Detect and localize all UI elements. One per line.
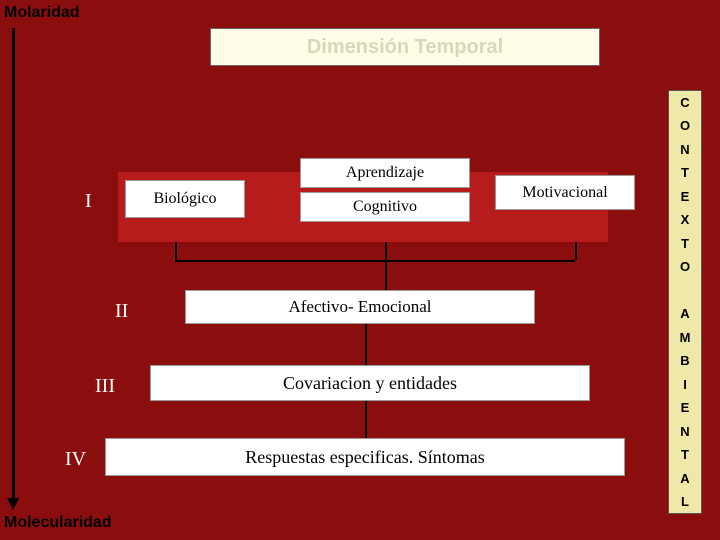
side-letter: T — [681, 165, 689, 180]
side-letter: O — [680, 259, 690, 274]
molaridad-label: Molaridad — [4, 4, 80, 22]
side-letter: B — [680, 353, 689, 368]
side-letter: O — [680, 118, 690, 133]
afectivo-box: Afectivo- Emocional — [185, 290, 535, 324]
conn-l1-to-l2 — [385, 260, 387, 290]
molecularidad-label: Molecularidad — [4, 514, 112, 532]
side-letter: N — [680, 424, 689, 439]
side-letter: T — [681, 447, 689, 462]
covariacion-label: Covariacion y entidades — [283, 373, 457, 394]
contexto-ambiental-column: CONTEXTO AMBIENTAL — [668, 90, 702, 514]
conn-l1-horiz — [175, 260, 575, 262]
afectivo-label: Afectivo- Emocional — [288, 297, 431, 317]
aprendizaje-box: Aprendizaje — [300, 158, 470, 188]
dimension-temporal-label: Dimensión Temporal — [307, 36, 503, 59]
motivacional-box: Motivacional — [495, 175, 635, 210]
conn-l2-l3 — [365, 324, 367, 365]
covariacion-box: Covariacion y entidades — [150, 365, 590, 401]
molaridad-arrow-head — [7, 498, 19, 510]
side-letter: N — [680, 142, 689, 157]
side-letter: X — [681, 212, 690, 227]
side-letter: C — [680, 95, 689, 110]
cognitivo-label: Cognitivo — [353, 198, 417, 216]
respuestas-label: Respuestas especificas. Síntomas — [245, 447, 484, 468]
conn-l3-l4 — [365, 401, 367, 438]
roman-3: III — [95, 375, 115, 398]
side-letter: T — [681, 236, 689, 251]
conn-l1-drop-b — [385, 242, 387, 260]
cognitivo-box: Cognitivo — [300, 192, 470, 222]
molaridad-arrow-shaft — [12, 28, 15, 500]
dimension-temporal-box: Dimensión Temporal — [210, 28, 600, 66]
side-letter — [683, 283, 687, 298]
roman-1: I — [85, 190, 92, 213]
side-letter: A — [680, 471, 689, 486]
roman-2: II — [115, 300, 128, 323]
side-letter: E — [681, 400, 690, 415]
roman-4: IV — [65, 448, 86, 471]
respuestas-box: Respuestas especificas. Síntomas — [105, 438, 625, 476]
biologico-label: Biológico — [153, 190, 216, 208]
conn-l1-drop-a — [175, 242, 177, 260]
side-letter: L — [681, 494, 689, 509]
side-letter: A — [680, 306, 689, 321]
side-letter: M — [680, 330, 691, 345]
aprendizaje-label: Aprendizaje — [346, 164, 424, 182]
motivacional-label: Motivacional — [522, 184, 607, 202]
side-letter: I — [683, 377, 687, 392]
side-letter: E — [681, 189, 690, 204]
conn-l1-drop-c — [575, 242, 577, 260]
biologico-box: Biológico — [125, 180, 245, 218]
